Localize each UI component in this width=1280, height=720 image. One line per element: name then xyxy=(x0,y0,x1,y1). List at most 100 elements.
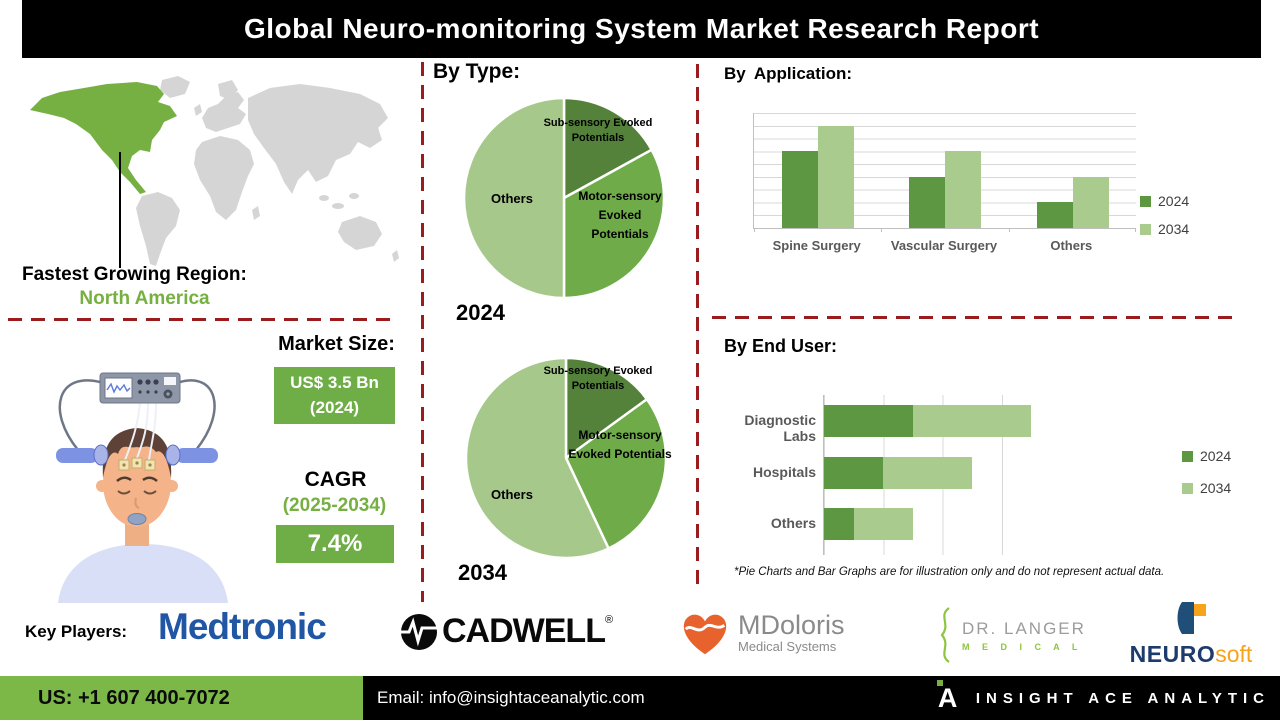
stacked-bar-row xyxy=(824,457,973,489)
mouth-device-shape xyxy=(127,513,147,525)
asia-shape xyxy=(248,84,388,194)
pie-slice-label: Motor-sensory Evoked Potentials xyxy=(578,189,662,242)
bar-segment-2024 xyxy=(824,405,913,437)
mdoloris-wordmark: MDoloris xyxy=(738,610,845,640)
axis-tick xyxy=(1135,228,1136,232)
brand-block: A INSIGHT ACE ANALYTIC xyxy=(936,676,1270,720)
monitor-device xyxy=(99,372,181,404)
africa-shape xyxy=(194,136,254,220)
divider-dashed-vertical-2 xyxy=(696,64,699,592)
legend-label: 2034 xyxy=(1158,221,1190,237)
axis-tick xyxy=(1008,228,1010,232)
bar-category-label: Spine Surgery xyxy=(772,238,861,253)
page-title: Global Neuro-monitoring System Market Re… xyxy=(243,13,1040,44)
legend-swatch-2024 xyxy=(1140,195,1151,207)
scandinavia-shape xyxy=(218,80,238,100)
axis-tick xyxy=(881,228,883,232)
pie-slice xyxy=(562,148,666,300)
title-bar: Global Neuro-monitoring System Market Re… xyxy=(22,0,1261,58)
japan-shape xyxy=(370,126,380,140)
pie-chart-2024: Sub-sensory Evoked Potentials Motor-sens… xyxy=(458,92,670,304)
brand-name: INSIGHT ACE ANALYTIC xyxy=(975,689,1270,707)
pie-slice-label: Others xyxy=(491,191,533,206)
cadwell-logo: CADWELL ® xyxy=(400,612,613,651)
axis-tick xyxy=(754,228,755,232)
pie-slice xyxy=(564,397,668,551)
market-size-value: US$ 3.5 Bn xyxy=(290,372,379,392)
pie-slice-label: Motor-sensory Evoked Potentials xyxy=(568,428,672,462)
pie-slice xyxy=(464,356,611,560)
greenland-shape xyxy=(160,76,190,98)
bar-segment-2024 xyxy=(824,508,854,540)
drlanger-wordmark: DR. LANGER xyxy=(962,618,1086,638)
medtronic-logo: Medtronic xyxy=(158,606,327,647)
pie-slice xyxy=(462,96,566,300)
bar-2024 xyxy=(782,151,818,228)
uk-shape xyxy=(194,104,202,116)
region-value: North America xyxy=(79,288,210,309)
neurosoft-mark-icon xyxy=(1177,602,1206,634)
drlanger-logo: DR. LANGER M E D I C A L xyxy=(934,606,1086,664)
pie-chart-2034: Sub-sensory Evoked Potentials Motor-sens… xyxy=(460,352,672,564)
neurosoft-logo: NEUROsoft xyxy=(1124,600,1258,668)
bar-2024 xyxy=(1036,202,1073,228)
legend-swatch-2034 xyxy=(1182,482,1193,494)
region-label: Fastest Growing Region: xyxy=(22,264,247,285)
email-address: Email: info@insightaceanalytic.com xyxy=(377,688,645,707)
new-zealand-shape xyxy=(392,250,399,262)
divider-dashed-vertical-1 xyxy=(421,62,424,602)
patient-monitor-icon xyxy=(56,372,228,603)
divider-dashed-left xyxy=(8,318,396,321)
legend-label: 2034 xyxy=(1200,480,1232,496)
neurosoft-wordmark: NEUROsoft xyxy=(1129,641,1253,667)
phone-number: US: +1 607 400-7072 xyxy=(38,687,230,709)
bar-2034 xyxy=(1072,176,1109,228)
region-pointer-line xyxy=(119,152,121,268)
bar-chart-plot-area xyxy=(753,113,1136,232)
north-america-shape-highlighted xyxy=(30,82,177,194)
south-america-shape xyxy=(136,192,180,266)
bar-chart-category-labels: Spine Surgery Vascular Surgery Others xyxy=(753,238,1135,253)
registered-mark: ® xyxy=(604,613,614,626)
legend-item-2024: 2024 xyxy=(1140,193,1189,209)
legend-label: 2024 xyxy=(1158,193,1190,209)
legend-item-2024: 2024 xyxy=(1182,448,1231,464)
bar-category-label: Others xyxy=(1050,238,1093,253)
cagr-label: CAGR xyxy=(304,468,367,491)
right-probe xyxy=(165,444,218,466)
world-map-svg xyxy=(30,76,399,266)
legend-swatch-2034 xyxy=(1140,223,1151,235)
bar-segment-2034 xyxy=(883,457,973,489)
cagr-value-box: 7.4% xyxy=(276,525,394,563)
mdoloris-subtext: Medical Systems xyxy=(738,639,837,654)
mdoloris-heart-icon xyxy=(683,614,727,655)
insight-ace-logo-icon: A xyxy=(936,680,962,713)
bar-2024 xyxy=(909,176,946,228)
cadwell-circle-icon xyxy=(401,613,437,650)
by-end-user-heading: By End User: xyxy=(724,336,838,356)
pie-slice-label: Sub-sensory Evoked Potentials xyxy=(543,365,653,392)
pie-slice xyxy=(564,356,649,461)
pie-slice-label: Others xyxy=(491,487,533,502)
legend-swatch-2024 xyxy=(1182,450,1193,462)
hair-shape xyxy=(102,428,172,478)
stacked-bar-row xyxy=(824,405,1032,437)
footer-phone-bar: US: +1 607 400-7072 xyxy=(0,676,363,720)
pie-year-label: 2024 xyxy=(456,300,505,325)
stacked-bar-category-label: Hospitals xyxy=(752,464,816,480)
bar-2034 xyxy=(818,125,854,228)
left-probe xyxy=(56,444,109,466)
madagascar-shape xyxy=(252,206,260,220)
divider-dashed-right xyxy=(712,316,1235,319)
torso-shape xyxy=(58,544,228,603)
by-end-user-chart: By End User: 2024 2034 Diagnostic Labs Ho… xyxy=(710,330,1255,598)
drlanger-subtext: M E D I C A L xyxy=(962,641,1083,652)
australia-shape xyxy=(338,216,382,250)
neuro-monitoring-illustration xyxy=(18,348,268,603)
world-map xyxy=(12,68,412,268)
cadwell-wordmark: CADWELL xyxy=(442,612,606,650)
bar-segment-2024 xyxy=(824,457,884,489)
bar-2034 xyxy=(945,151,982,228)
europe-shape xyxy=(202,92,246,132)
legend-item-2034: 2034 xyxy=(1182,480,1231,496)
